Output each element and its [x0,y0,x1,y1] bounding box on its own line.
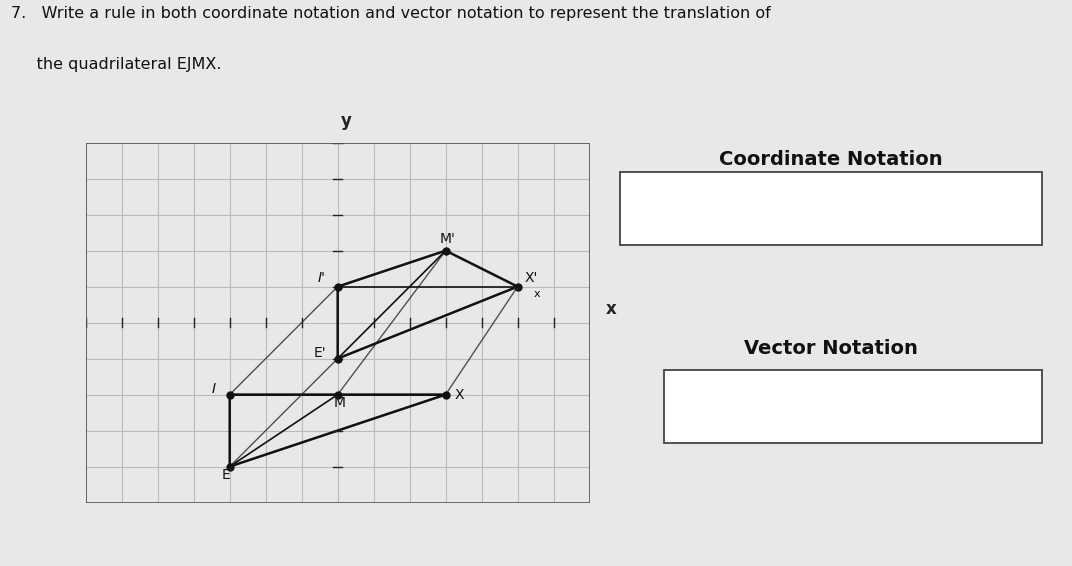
Text: E': E' [313,346,326,360]
Text: E: E [222,468,230,482]
Text: I: I [211,382,215,396]
Text: Vector Notation: Vector Notation [744,339,918,358]
Text: I': I' [317,271,326,285]
Text: y: y [341,113,352,131]
Text: M: M [333,396,345,410]
Bar [620,172,1042,245]
Text: 7.   Write a rule in both coordinate notation and vector notation to represent t: 7. Write a rule in both coordinate notat… [11,6,771,21]
Text: M': M' [440,231,456,246]
Text: the quadrilateral EJMX.: the quadrilateral EJMX. [11,57,221,72]
Text: x: x [606,299,616,318]
Text: X: X [455,388,464,402]
Text: X': X' [524,271,538,285]
Text: x: x [534,289,540,299]
Bar [664,370,1042,443]
Text: Coordinate Notation: Coordinate Notation [719,149,942,169]
